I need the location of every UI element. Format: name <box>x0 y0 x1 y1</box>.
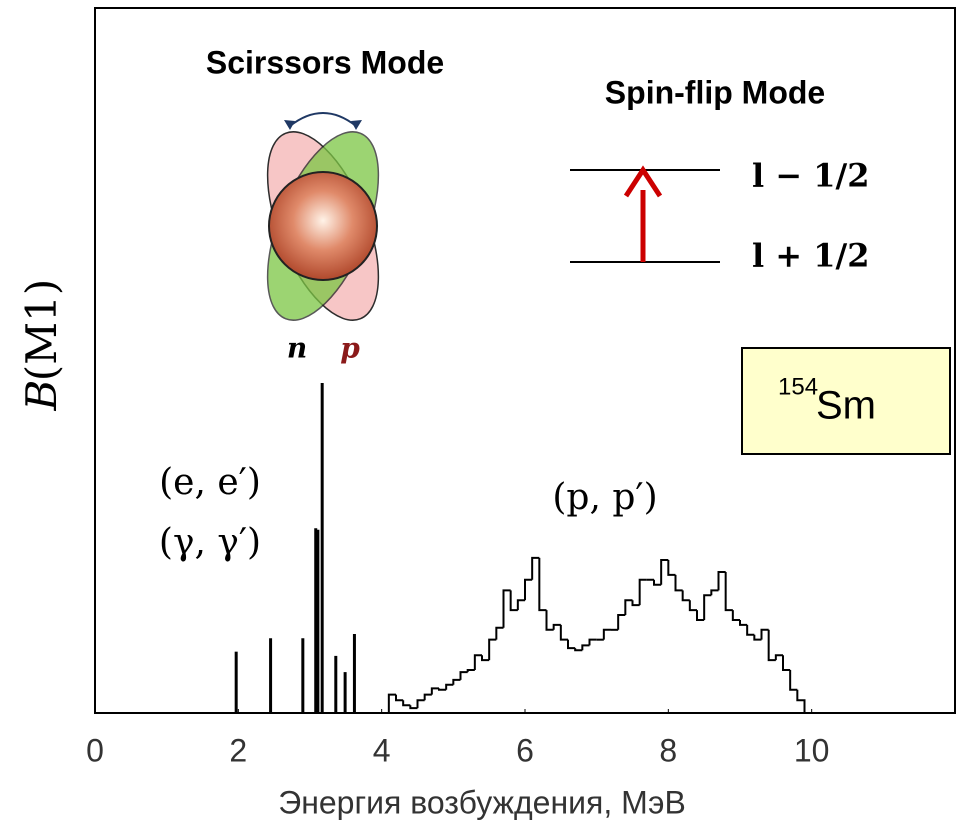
histogram-bin <box>552 623 561 630</box>
nucleus-box <box>741 347 951 455</box>
histogram-bin <box>495 626 504 640</box>
x-axis-label: Энергия возбуждения, МэВ <box>278 784 686 820</box>
histogram-bin <box>423 693 432 701</box>
histogram-bin <box>387 693 396 713</box>
histogram-bin <box>617 614 626 630</box>
histogram-bin <box>696 610 705 621</box>
histogram-bin <box>703 594 712 620</box>
histogram-bin <box>524 578 533 601</box>
histogram-bin <box>731 610 740 621</box>
x-tick-label: 0 <box>86 732 104 768</box>
x-tick-label: 6 <box>516 732 534 768</box>
spin-flip-drawing <box>570 165 720 263</box>
histogram-bin <box>796 689 806 713</box>
y-axis-label: (M1) <box>17 279 66 382</box>
histogram-bin <box>502 589 511 628</box>
histogram-bin <box>624 599 633 616</box>
histogram-bin <box>739 619 748 626</box>
x-tick-label: 10 <box>794 732 830 768</box>
histogram-bin <box>445 683 454 690</box>
histogram-bin <box>653 579 662 586</box>
histogram-bin <box>789 669 798 691</box>
histogram-bin <box>473 654 482 670</box>
histogram-bin <box>567 639 576 650</box>
histogram-bin <box>430 687 439 695</box>
x-tick-label: 2 <box>229 732 247 768</box>
histogram-bin <box>402 700 411 707</box>
histogram-bin <box>602 628 611 640</box>
neutron-label: n <box>287 332 307 365</box>
histogram-bin <box>438 688 447 691</box>
histogram-bin <box>667 560 676 576</box>
histogram-bin <box>724 572 733 612</box>
x-tick-label: 8 <box>659 732 677 768</box>
histogram-bin <box>509 590 518 612</box>
x-tick-label: 4 <box>373 732 391 768</box>
histogram-bin <box>760 628 769 640</box>
lower-level-label: l + 1/2 <box>752 237 869 275</box>
histogram-bin <box>416 699 425 709</box>
histogram-bin <box>531 556 540 580</box>
histogram-bin <box>674 574 683 592</box>
histogram-bin <box>481 655 490 662</box>
histogram-bin <box>767 629 776 662</box>
proton-label: p <box>340 332 360 365</box>
histogram-bin <box>395 694 404 702</box>
histogram-bin <box>459 671 468 680</box>
histogram-bin <box>631 600 640 607</box>
histogram-bin <box>710 589 719 596</box>
scissors-title: Scirssors Mode <box>206 44 444 80</box>
histogram-bin <box>488 638 497 661</box>
histogram-bin <box>688 600 697 612</box>
annotation: (e, e′) <box>159 462 261 503</box>
histogram-bin <box>452 678 461 685</box>
spin-flip-title: Spin-flip Mode <box>605 74 825 110</box>
histogram-bin <box>638 578 647 606</box>
histogram-bin <box>466 668 475 673</box>
histogram-bin <box>559 624 568 641</box>
histogram-bin <box>574 648 583 652</box>
histogram-bin <box>753 634 762 641</box>
mass-number: 154 <box>778 373 818 400</box>
histogram-bin <box>581 644 590 651</box>
histogram-bin <box>681 590 690 602</box>
annotation: (γ, γ′) <box>159 522 261 563</box>
histogram-bin <box>660 559 669 585</box>
histogram-bin <box>516 599 525 611</box>
annotation: (p, p′) <box>552 477 657 518</box>
element-symbol: Sm <box>816 384 876 428</box>
histogram-bin <box>545 610 554 631</box>
histogram-bin <box>538 557 547 612</box>
upper-level-label: l − 1/2 <box>752 157 869 195</box>
histogram-bin <box>782 655 791 671</box>
histogram-bin <box>588 638 597 646</box>
y-axis-label: B <box>17 380 66 412</box>
histogram-bin <box>409 705 418 710</box>
histogram-bin <box>746 624 755 636</box>
histogram-bin <box>774 654 783 661</box>
histogram-bin <box>717 571 726 591</box>
scissors-drawing <box>266 112 380 321</box>
